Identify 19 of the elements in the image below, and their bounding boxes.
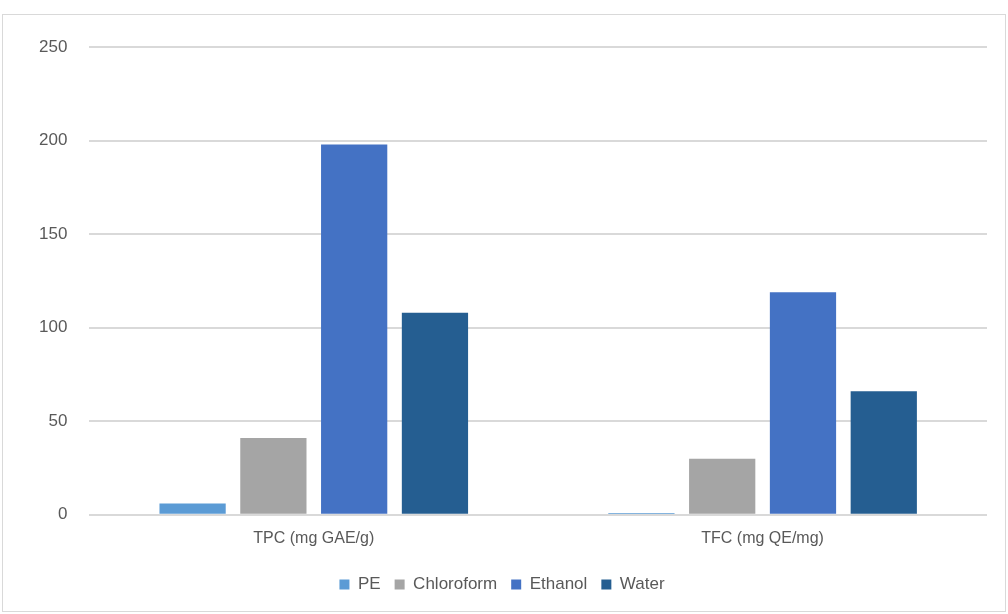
bar: [769, 292, 837, 514]
bar: [689, 458, 756, 514]
y-tick-label: 100: [38, 317, 68, 337]
y-tick-label: 0: [57, 504, 68, 524]
bar: [240, 438, 307, 514]
y-tick-label: 150: [38, 223, 68, 243]
legend-label: PE: [357, 574, 381, 594]
x-tick-label: TPC (mg GAE/g): [253, 528, 375, 546]
legend-label: Water: [619, 574, 665, 594]
y-tick-label: 250: [38, 36, 68, 56]
y-tick-label: 200: [38, 130, 68, 150]
x-tick-label: TFC (mg QE/mg): [701, 528, 824, 546]
legend-label: Chloroform: [413, 574, 498, 594]
legend-label: Ethanol: [529, 574, 588, 594]
bar: [850, 391, 917, 514]
bar: [159, 503, 226, 514]
y-tick-label: 50: [48, 410, 68, 430]
bar: [321, 144, 388, 514]
bar: [401, 312, 469, 514]
